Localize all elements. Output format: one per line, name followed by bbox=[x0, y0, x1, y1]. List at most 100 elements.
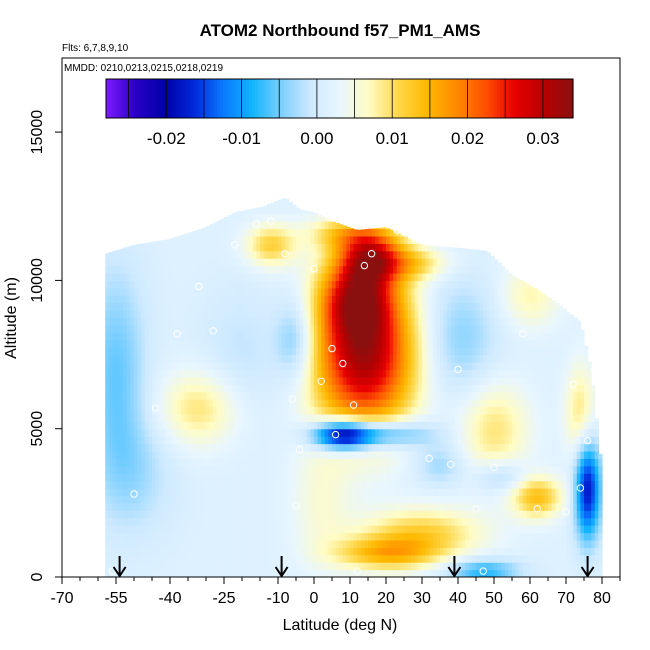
heat-cell bbox=[123, 354, 128, 363]
heat-cell bbox=[357, 562, 362, 571]
heat-cell bbox=[234, 562, 239, 571]
heat-cell bbox=[195, 517, 200, 526]
heat-cell bbox=[299, 458, 304, 467]
heat-cell bbox=[360, 554, 365, 563]
heat-cell bbox=[148, 361, 153, 370]
heat-cell bbox=[324, 473, 329, 482]
heat-cell bbox=[195, 273, 200, 282]
heat-cell bbox=[274, 339, 279, 348]
heat-cell bbox=[288, 243, 293, 252]
heat-cell bbox=[267, 228, 272, 237]
heat-cell bbox=[126, 399, 131, 408]
heat-cell bbox=[332, 480, 337, 489]
heat-cell bbox=[108, 399, 113, 408]
heat-cell bbox=[281, 347, 286, 356]
heat-cell bbox=[274, 201, 279, 207]
heat-cell bbox=[152, 525, 157, 534]
heat-cell bbox=[159, 265, 164, 274]
heat-cell bbox=[321, 324, 326, 333]
heat-cell bbox=[386, 258, 391, 267]
heat-cell bbox=[436, 265, 441, 274]
heat-cell bbox=[177, 436, 182, 445]
heat-cell bbox=[144, 510, 149, 519]
heat-cell bbox=[306, 376, 311, 385]
heat-cell bbox=[238, 273, 243, 282]
heat-cell bbox=[227, 324, 232, 333]
heat-cell bbox=[386, 317, 391, 326]
heat-cell bbox=[198, 517, 203, 526]
heat-cell bbox=[418, 421, 423, 430]
heat-cell bbox=[465, 287, 470, 296]
heat-cell bbox=[306, 525, 311, 534]
heat-cell bbox=[144, 517, 149, 526]
heat-cell bbox=[141, 428, 146, 437]
heat-cell bbox=[108, 384, 113, 393]
heat-cell bbox=[418, 473, 423, 482]
heat-cell bbox=[382, 525, 387, 534]
heat-cell bbox=[177, 347, 182, 356]
heat-cell bbox=[396, 295, 401, 304]
heat-cell bbox=[227, 384, 232, 393]
heat-cell bbox=[209, 450, 214, 459]
heat-cell bbox=[198, 421, 203, 430]
heat-cell bbox=[371, 510, 376, 519]
heat-cell bbox=[299, 421, 304, 430]
heat-cell bbox=[234, 361, 239, 370]
heat-cell bbox=[231, 273, 236, 282]
heat-cell bbox=[177, 413, 182, 422]
heat-cell bbox=[216, 569, 221, 577]
heat-cell bbox=[256, 213, 261, 222]
heat-cell bbox=[188, 502, 193, 511]
heat-cell bbox=[270, 554, 275, 563]
heat-cell bbox=[231, 376, 236, 385]
heat-cell bbox=[346, 250, 351, 259]
heat-cell bbox=[105, 376, 110, 385]
heat-cell bbox=[126, 517, 131, 526]
heat-cell bbox=[281, 384, 286, 393]
heat-cell bbox=[450, 376, 455, 385]
heat-cell bbox=[252, 324, 257, 333]
heat-cell bbox=[173, 295, 178, 304]
heat-cell bbox=[440, 539, 445, 548]
heat-cell bbox=[260, 361, 265, 370]
heat-cell bbox=[278, 295, 283, 304]
heat-cell bbox=[436, 502, 441, 511]
heat-cell bbox=[382, 243, 387, 252]
heat-cell bbox=[278, 384, 283, 393]
heat-cell bbox=[148, 495, 153, 504]
heat-cell bbox=[263, 554, 268, 563]
heat-cell bbox=[159, 406, 164, 415]
heat-cell bbox=[296, 361, 301, 370]
heat-cell bbox=[396, 310, 401, 319]
heat-cell bbox=[436, 421, 441, 430]
heat-cell bbox=[350, 450, 355, 459]
heat-cell bbox=[278, 206, 283, 215]
heat-cell bbox=[206, 562, 211, 571]
heat-cell bbox=[202, 227, 207, 230]
heat-cell bbox=[479, 369, 484, 378]
heat-cell bbox=[152, 502, 157, 511]
heat-cell bbox=[378, 258, 383, 267]
heat-cell bbox=[454, 488, 459, 497]
heat-cell bbox=[245, 347, 250, 356]
heat-cell bbox=[285, 243, 290, 252]
heat-cell bbox=[249, 391, 254, 400]
heat-cell bbox=[411, 517, 416, 526]
heat-cell bbox=[296, 510, 301, 519]
heat-cell bbox=[339, 317, 344, 326]
heat-cell bbox=[198, 354, 203, 363]
heat-cell bbox=[389, 547, 394, 556]
heat-cell bbox=[346, 458, 351, 467]
heat-cell bbox=[332, 228, 337, 237]
heat-cell bbox=[357, 243, 362, 252]
heat-cell bbox=[238, 391, 243, 400]
heat-cell bbox=[310, 273, 315, 282]
heat-cell bbox=[270, 436, 275, 445]
heat-cell bbox=[360, 339, 365, 348]
heat-cell bbox=[296, 235, 301, 244]
heat-cell bbox=[263, 413, 268, 422]
heat-cell bbox=[170, 384, 175, 393]
heat-cell bbox=[112, 339, 117, 348]
heat-cell bbox=[425, 245, 430, 252]
heat-cell bbox=[130, 458, 135, 467]
